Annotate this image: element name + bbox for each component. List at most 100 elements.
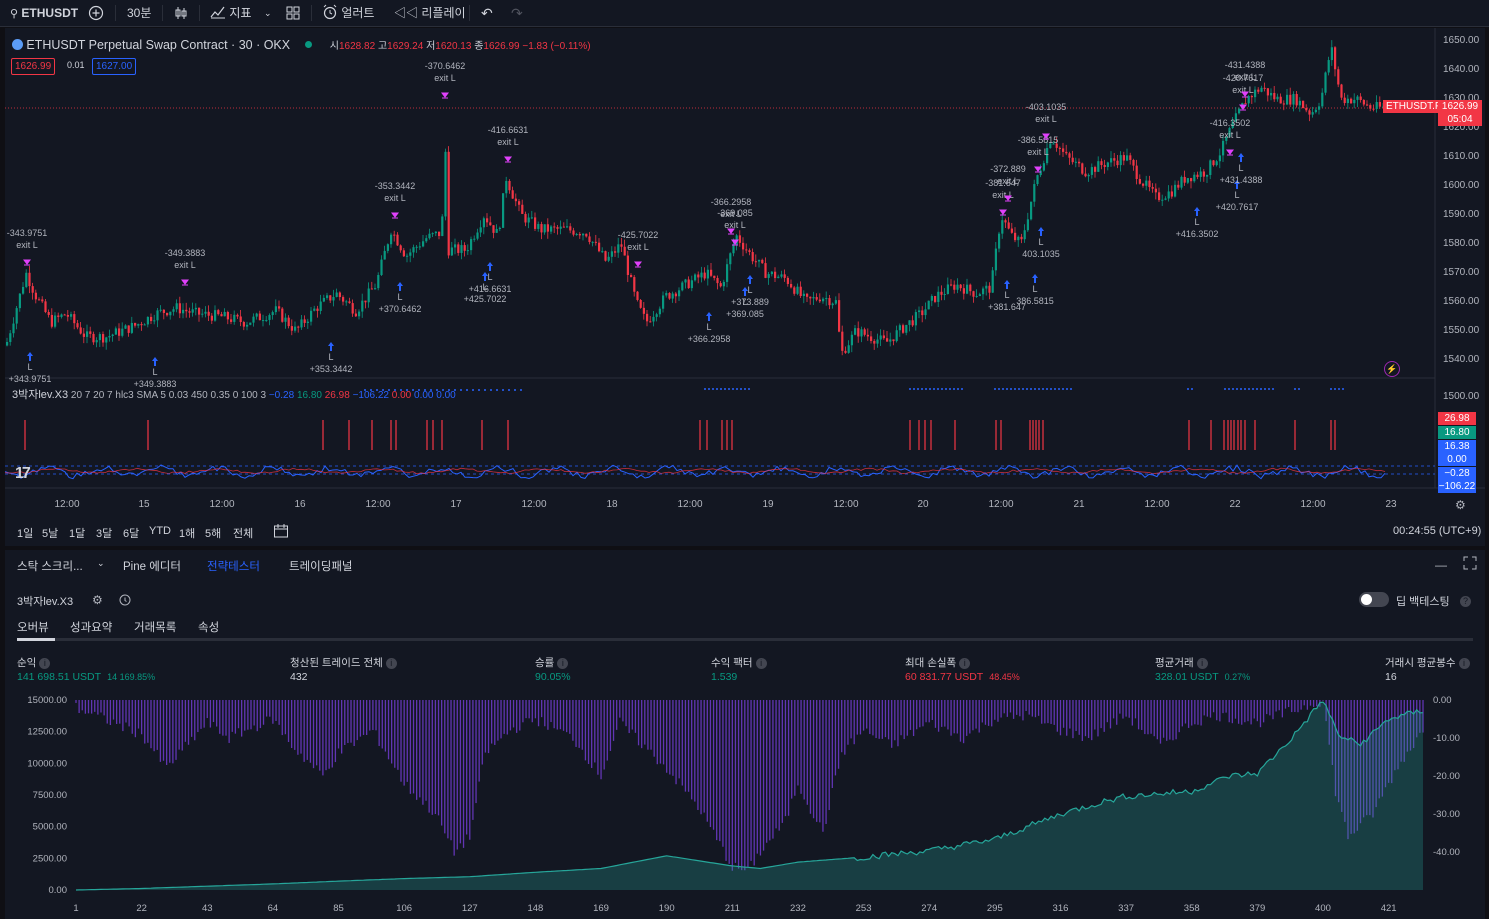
info-icon[interactable]: i (1458, 657, 1470, 669)
info-icon[interactable]: i (1196, 657, 1208, 669)
indicator-dot (508, 389, 510, 391)
deep-backtest-toggle[interactable] (1359, 592, 1389, 607)
screener-dropdown-chevron-icon[interactable]: ⌄ (97, 558, 105, 568)
timeframe-button-7[interactable]: 5해 (205, 528, 222, 540)
sell-price-button[interactable]: 1626.99 (11, 58, 56, 75)
timeframe-button-6[interactable]: 1해 (179, 528, 196, 540)
candle-body (550, 226, 553, 232)
equity-drawdown-chart[interactable]: 15000.0012500.0010000.007500.005000.0025… (5, 690, 1485, 919)
candle-body (38, 299, 41, 301)
lightning-icon[interactable]: ⚡ (1384, 361, 1400, 377)
panel-tab-1[interactable]: Pine 에디터 (123, 561, 181, 573)
candle-body (358, 311, 361, 317)
buy-price-button[interactable]: 1627.00 (92, 58, 137, 75)
entry-arrow-icon (1194, 207, 1200, 216)
entry-pnl-label: +343.9751 (9, 374, 52, 384)
indicator-dot (708, 388, 710, 390)
candle-body (1046, 148, 1049, 164)
panel-tab-0[interactable]: 스탁 스크리... (17, 561, 83, 573)
indicator-dot (921, 388, 923, 390)
candle-body (1020, 236, 1023, 240)
candle-body (786, 277, 789, 284)
indicator-dot (933, 388, 935, 390)
panel-tab-2[interactable]: 전략테스터 (207, 561, 260, 573)
layouts-button[interactable] (286, 4, 300, 22)
info-icon[interactable]: i (557, 657, 569, 669)
info-icon[interactable]: i (959, 657, 971, 669)
timeframe-button-8[interactable]: 전체 (233, 528, 254, 540)
indicators-dropdown[interactable]: ⌄ (264, 4, 272, 22)
entry-pnl-label: +366.2958 (688, 334, 731, 344)
indicators-button[interactable]: 지표 (210, 4, 251, 22)
trade-number-axis-label: 22 (136, 903, 147, 914)
timeframe-button-0[interactable]: 1일 (17, 528, 34, 540)
clock-timezone[interactable]: 00:24:55 (UTC+9) (1393, 525, 1482, 537)
indicator-dot (1260, 388, 1262, 390)
candle-body (332, 296, 335, 301)
candle-body (207, 311, 210, 316)
strategy-alert-icon[interactable] (118, 592, 132, 609)
indicator-dot (744, 388, 746, 390)
undo-button[interactable]: ↶ (481, 4, 493, 22)
replay-button[interactable]: ◁◁ 리플레이 (394, 4, 466, 22)
strategy-subtab-0[interactable]: 오버뷰 (17, 622, 49, 634)
alerts-button[interactable]: 얼러트 (322, 4, 374, 22)
indicator-dot (1252, 388, 1254, 390)
candle-body (681, 282, 684, 291)
candle-body (351, 303, 354, 314)
price-axis-label: 1500.00 (1443, 391, 1480, 402)
date-range-button[interactable] (273, 523, 289, 542)
candle-body (441, 216, 444, 236)
price-chart[interactable]: -343.9751 exit L -349.3883 exit L -370.6462 e… (5, 28, 1485, 546)
entry-label: L (27, 362, 32, 372)
timeframe-button-2[interactable]: 1달 (69, 528, 86, 540)
indicator-legend[interactable]: 3박자lev.X3 20 7 20 7 hlc3 SMA 5 0.03 450 … (12, 386, 456, 402)
info-icon[interactable]: i (385, 657, 397, 669)
timeframe-button-1[interactable]: 5날 (42, 528, 59, 540)
help-icon[interactable]: ? (1460, 594, 1471, 608)
time-axis-label: 22 (1229, 499, 1241, 510)
minimize-panel-icon[interactable]: — (1435, 558, 1447, 572)
timeframe-button-3[interactable]: 3달 (96, 528, 113, 540)
indicator-dot (1030, 388, 1032, 390)
rewind-icon: ◁◁ (394, 6, 419, 20)
chart-pane[interactable]: -343.9751 exit L -349.3883 exit L -370.6462 e… (5, 28, 1485, 546)
indicator-dot (994, 388, 996, 390)
info-icon[interactable]: i (755, 657, 767, 669)
strategy-settings-gear-icon[interactable]: ⚙ (92, 593, 103, 607)
compare-symbol-button[interactable] (88, 4, 104, 22)
candle-body (582, 233, 585, 236)
candle-body (626, 255, 629, 275)
candle-body (370, 288, 373, 290)
exit-arrow-icon (1239, 104, 1247, 111)
interval-button[interactable]: 30분 (127, 4, 151, 22)
redo-button[interactable]: ↷ (511, 4, 523, 22)
candle-body (690, 280, 693, 289)
timeframe-button-5[interactable]: YTD (149, 525, 171, 537)
candle-body (1362, 100, 1365, 105)
candle-body (825, 298, 828, 300)
candle-body (908, 320, 911, 325)
candle-body (879, 335, 882, 340)
trade-number-axis-label: 379 (1249, 903, 1265, 914)
candle-body (246, 324, 249, 327)
panel-tab-3[interactable]: 트레이딩패널 (289, 561, 353, 573)
entry-arrow-icon (706, 312, 712, 321)
candle-body (482, 218, 485, 228)
maximize-panel-icon[interactable] (1463, 556, 1477, 573)
strategy-subtab-1[interactable]: 성과요약 (70, 622, 113, 634)
candle-body (1177, 184, 1180, 188)
symbol-search[interactable]: ⚲ ETHUSDT (10, 4, 78, 22)
high-value: 1629.24 (387, 41, 424, 52)
candle-body (962, 288, 965, 294)
candle-body (783, 274, 786, 278)
info-icon[interactable]: i (39, 657, 51, 669)
axis-settings-gear-icon[interactable]: ⚙ (1455, 498, 1466, 512)
candle-body (25, 272, 28, 287)
strategy-subtab-2[interactable]: 거래목록 (134, 622, 177, 634)
strategy-subtab-3[interactable]: 속성 (198, 622, 220, 634)
indicator-dot (913, 388, 915, 390)
chart-type-button[interactable] (173, 4, 189, 22)
timeframe-button-4[interactable]: 6달 (123, 528, 140, 540)
exit-label: exit L (174, 260, 196, 270)
